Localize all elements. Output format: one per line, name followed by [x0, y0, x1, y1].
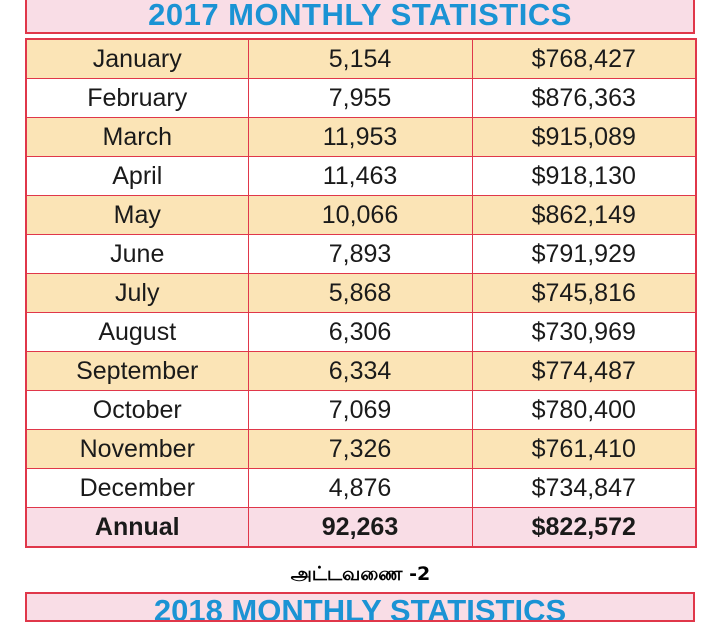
table-caption: அட்டவணை -2: [290, 563, 431, 585]
count-cell: 7,326: [247, 429, 473, 469]
count-cell: 11,953: [247, 117, 473, 157]
count-cell: 6,306: [247, 312, 473, 352]
month-cell: September: [25, 351, 249, 391]
amount-cell: $761,410: [471, 429, 697, 469]
table-row: April 11,463 $918,130: [25, 156, 697, 196]
table-row: January 5,154 $768,427: [25, 38, 697, 79]
total-row: Annual 92,263 $822,572: [25, 507, 697, 548]
amount-cell: $734,847: [471, 468, 697, 508]
amount-cell: $774,487: [471, 351, 697, 391]
month-cell: December: [25, 468, 249, 508]
table-row: December 4,876 $734,847: [25, 468, 697, 508]
next-table-title: 2018 MONTHLY STATISTICS: [153, 593, 567, 622]
amount-cell: $768,427: [471, 38, 697, 79]
month-cell: June: [25, 234, 249, 274]
table-row: August 6,306 $730,969: [25, 312, 697, 352]
count-cell: 5,154: [247, 38, 473, 79]
table-row: March 11,953 $915,089: [25, 117, 697, 157]
table-row: October 7,069 $780,400: [25, 390, 697, 430]
count-cell: 7,893: [247, 234, 473, 274]
month-cell: November: [25, 429, 249, 469]
count-cell: 7,069: [247, 390, 473, 430]
amount-cell: $780,400: [471, 390, 697, 430]
amount-cell: $745,816: [471, 273, 697, 313]
table-title-banner: 2017 MONTHLY STATISTICS: [25, 0, 695, 34]
amount-cell: $862,149: [471, 195, 697, 235]
month-cell: July: [25, 273, 249, 313]
count-cell: 11,463: [247, 156, 473, 196]
next-table-title-banner: 2018 MONTHLY STATISTICS: [25, 592, 695, 622]
month-cell: March: [25, 117, 249, 157]
table-title: 2017 MONTHLY STATISTICS: [148, 0, 572, 32]
amount-cell: $730,969: [471, 312, 697, 352]
month-cell: February: [25, 78, 249, 118]
count-cell: 5,868: [247, 273, 473, 313]
table-row: July 5,868 $745,816: [25, 273, 697, 313]
table-row: May 10,066 $862,149: [25, 195, 697, 235]
amount-cell: $918,130: [471, 156, 697, 196]
table-row: February 7,955 $876,363: [25, 78, 697, 118]
month-cell: August: [25, 312, 249, 352]
count-cell: 7,955: [247, 78, 473, 118]
table-row: June 7,893 $791,929: [25, 234, 697, 274]
month-cell: May: [25, 195, 249, 235]
month-cell: January: [25, 38, 249, 79]
monthly-statistics-table: January 5,154 $768,427 February 7,955 $876,36…: [25, 38, 697, 548]
total-label-cell: Annual: [25, 507, 249, 548]
month-cell: April: [25, 156, 249, 196]
table-row: September 6,334 $774,487: [25, 351, 697, 391]
month-cell: October: [25, 390, 249, 430]
total-count-cell: 92,263: [247, 507, 473, 548]
amount-cell: $791,929: [471, 234, 697, 274]
amount-cell: $915,089: [471, 117, 697, 157]
amount-cell: $876,363: [471, 78, 697, 118]
count-cell: 4,876: [247, 468, 473, 508]
table-row: November 7,326 $761,410: [25, 429, 697, 469]
total-amount-cell: $822,572: [471, 507, 697, 548]
count-cell: 10,066: [247, 195, 473, 235]
count-cell: 6,334: [247, 351, 473, 391]
